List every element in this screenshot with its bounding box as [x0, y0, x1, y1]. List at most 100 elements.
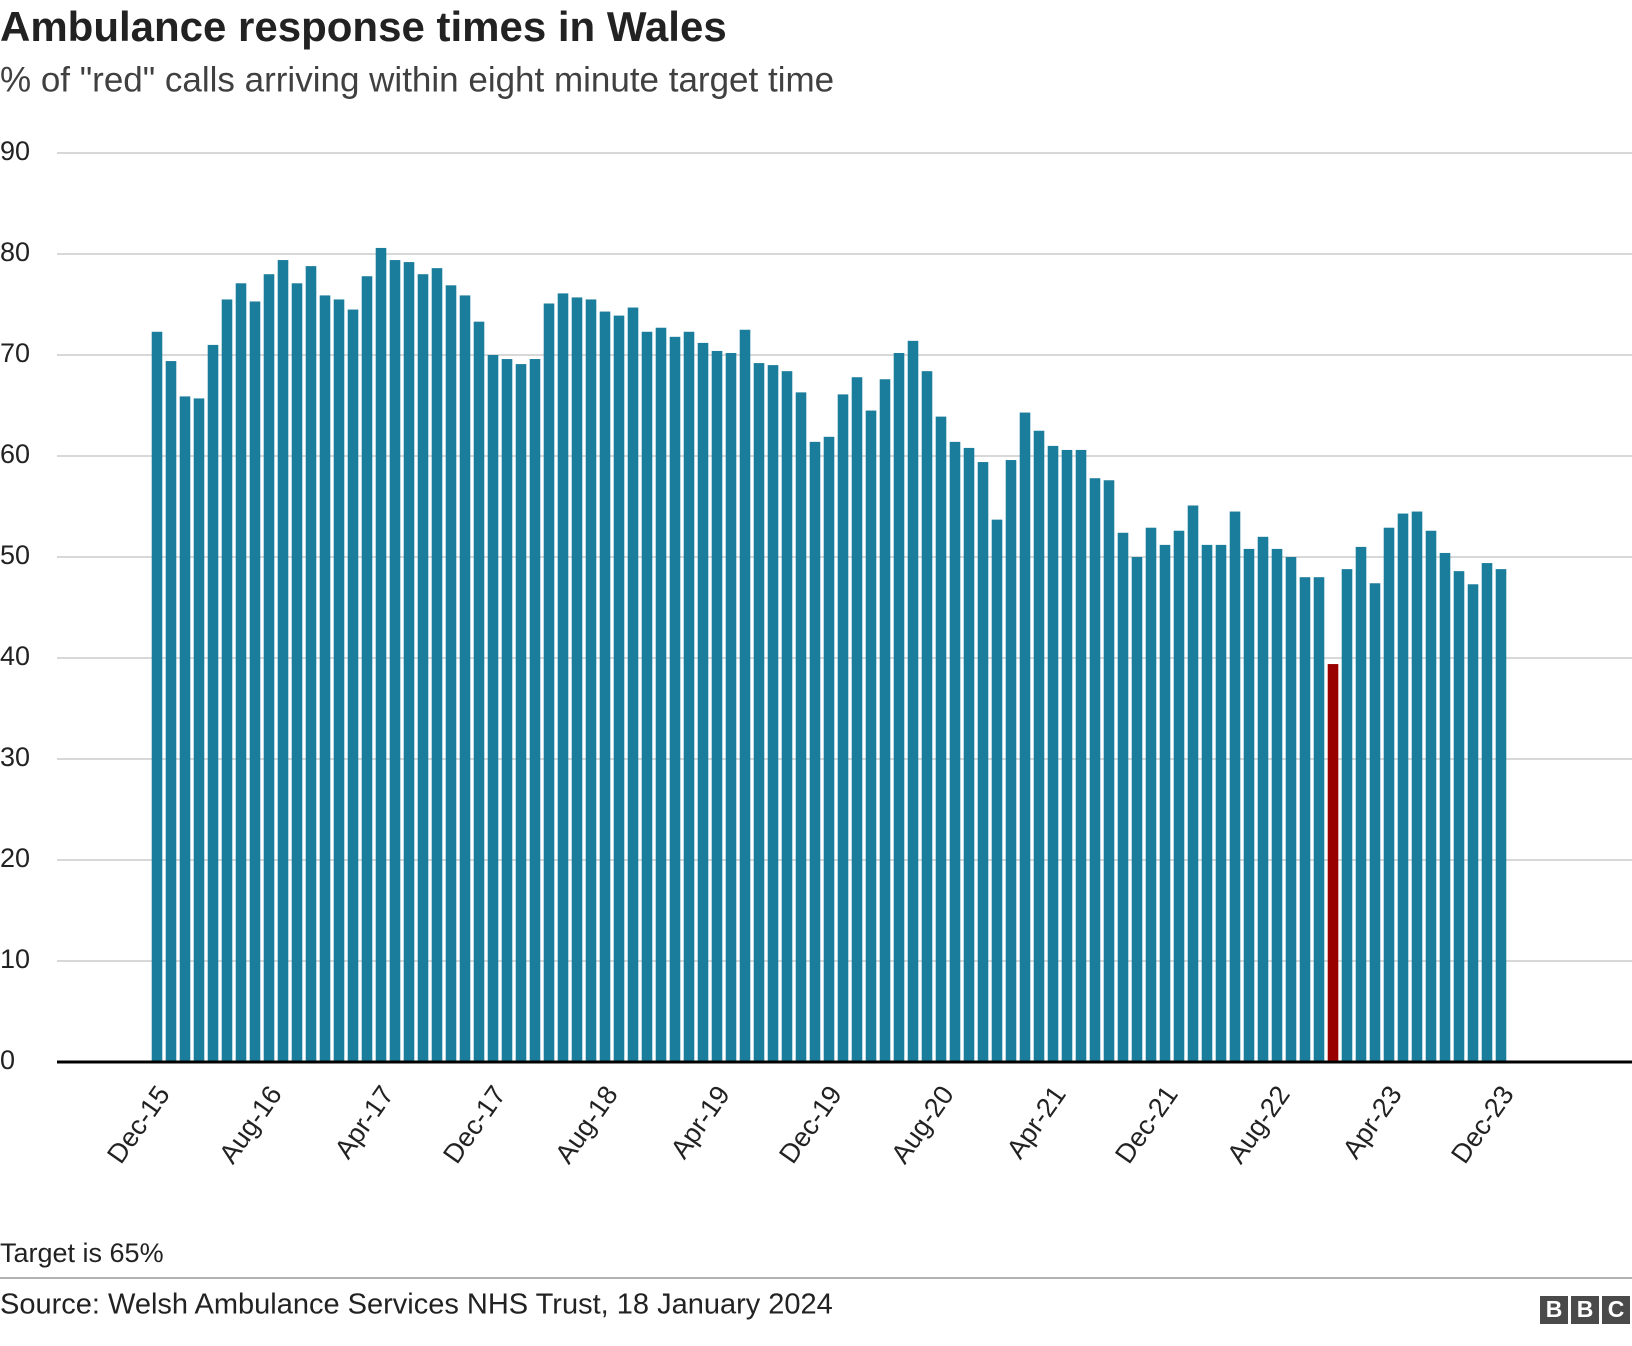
- logo-box: [1602, 1296, 1630, 1324]
- bar: [1019, 412, 1031, 1062]
- x-tick-label: Aug-20: [885, 1080, 960, 1169]
- bar: [1299, 577, 1311, 1062]
- y-tick-label: 90: [0, 136, 30, 166]
- bar: [697, 342, 709, 1062]
- bar: [165, 361, 177, 1062]
- y-tick-label: 60: [0, 439, 30, 469]
- chart-title: Ambulance response times in Wales: [0, 3, 727, 50]
- bar: [1327, 664, 1339, 1062]
- bar: [627, 307, 639, 1062]
- bar: [809, 441, 821, 1062]
- bar: [473, 321, 485, 1062]
- bar: [1089, 478, 1101, 1063]
- bar: [655, 327, 667, 1063]
- bar: [179, 396, 191, 1062]
- bar: [1439, 552, 1451, 1062]
- x-tick-label: Apr-21: [1001, 1080, 1072, 1164]
- source: Source: Welsh Ambulance Services NHS Tru…: [0, 1289, 833, 1321]
- bar: [1215, 544, 1227, 1062]
- y-tick-label: 0: [0, 1045, 15, 1075]
- bar: [767, 365, 779, 1063]
- bar: [305, 266, 317, 1062]
- x-tick-label: Dec-21: [1109, 1080, 1184, 1169]
- bar: [907, 340, 919, 1062]
- bar: [151, 331, 163, 1062]
- bar: [879, 379, 891, 1062]
- bar: [403, 262, 415, 1063]
- logo-box: [1540, 1296, 1568, 1324]
- x-tick-label: Dec-19: [773, 1080, 848, 1169]
- bar: [543, 303, 555, 1062]
- bar: [935, 416, 947, 1062]
- bar: [949, 441, 961, 1062]
- chart-subtitle: % of "red" calls arriving within eight m…: [0, 60, 834, 99]
- bar: [1145, 527, 1157, 1062]
- bar: [711, 350, 723, 1063]
- x-tick-label: Dec-17: [437, 1080, 512, 1169]
- bar: [1341, 569, 1353, 1062]
- bar: [1425, 530, 1437, 1062]
- bar: [1201, 544, 1213, 1062]
- bar: [1411, 511, 1423, 1062]
- bar: [1047, 445, 1059, 1062]
- bar: [1397, 513, 1409, 1062]
- bar: [599, 311, 611, 1062]
- bar: [683, 331, 695, 1062]
- bar: [781, 371, 793, 1062]
- bar: [1355, 546, 1367, 1062]
- bar: [1495, 569, 1507, 1062]
- bar: [1131, 557, 1143, 1062]
- x-tick-label: Dec-15: [101, 1080, 176, 1169]
- bar: [1117, 532, 1129, 1062]
- bar: [1467, 584, 1479, 1062]
- bar: [193, 398, 205, 1062]
- x-tick-label: Apr-17: [329, 1080, 400, 1164]
- bar: [459, 295, 471, 1062]
- y-tick-label: 70: [0, 338, 30, 368]
- y-tick-label: 10: [0, 944, 30, 974]
- bar: [361, 276, 373, 1063]
- x-tick-label: Aug-22: [1221, 1080, 1296, 1169]
- x-tick-label: Apr-19: [665, 1080, 736, 1164]
- bar: [1103, 480, 1115, 1062]
- bar: [347, 309, 359, 1062]
- bar: [389, 260, 401, 1062]
- bar: [501, 359, 513, 1062]
- bar: [207, 344, 219, 1062]
- logo-letter: B: [1577, 1296, 1594, 1322]
- x-tick-label: Apr-23: [1337, 1080, 1408, 1164]
- bar: [487, 355, 499, 1062]
- bar: [725, 352, 737, 1063]
- bar: [1271, 548, 1283, 1062]
- bar: [515, 364, 527, 1063]
- bar: [431, 268, 443, 1062]
- bar: [291, 283, 303, 1062]
- bar: [851, 377, 863, 1063]
- bar: [375, 247, 387, 1062]
- bar: [417, 274, 429, 1062]
- bar: [823, 436, 835, 1062]
- bar: [963, 447, 975, 1062]
- bar: [1005, 460, 1017, 1062]
- bar: [991, 519, 1003, 1062]
- bar: [1285, 557, 1297, 1062]
- bar: [837, 394, 849, 1062]
- note: Target is 65%: [0, 1238, 164, 1268]
- x-tick-label: Aug-18: [549, 1080, 624, 1169]
- x-tick-label: Dec-23: [1445, 1080, 1520, 1169]
- bar: [333, 299, 345, 1062]
- bar: [893, 352, 905, 1063]
- bar: [1075, 449, 1087, 1062]
- bar: [557, 293, 569, 1062]
- bar: [529, 359, 541, 1062]
- bar: [977, 462, 989, 1062]
- logo-letter: B: [1546, 1296, 1563, 1322]
- bar: [249, 301, 261, 1063]
- bar: [235, 283, 247, 1062]
- bar: [445, 285, 457, 1062]
- bar: [1369, 583, 1381, 1062]
- y-tick-label: 30: [0, 742, 30, 772]
- bar: [1229, 511, 1241, 1062]
- y-tick-label: 40: [0, 641, 30, 671]
